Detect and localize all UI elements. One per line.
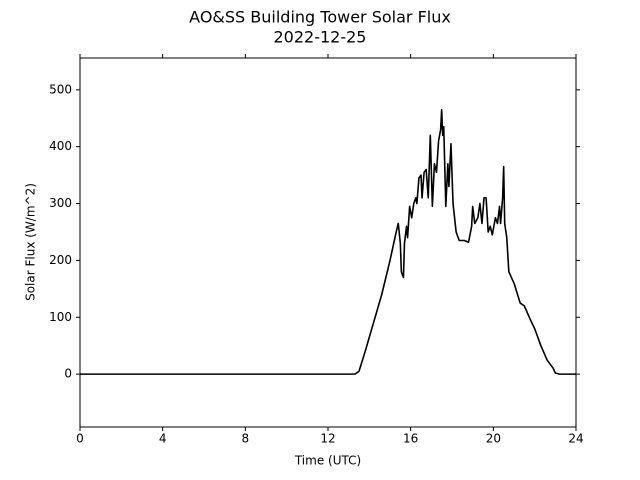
x-tick-label: 4 <box>159 432 167 446</box>
y-axis-label: Solar Flux (W/m^2) <box>24 183 38 301</box>
x-tick-label: 24 <box>568 432 583 446</box>
chart-title: AO&SS Building Tower Solar Flux <box>189 8 451 27</box>
y-tick-label: 100 <box>49 310 72 324</box>
x-tick-label: 0 <box>76 432 84 446</box>
y-tick-label: 400 <box>49 139 72 153</box>
plot-frame <box>79 57 577 428</box>
y-tick-label: 500 <box>49 82 72 96</box>
x-tick-label: 8 <box>242 432 250 446</box>
x-tick-label: 16 <box>403 432 418 446</box>
y-tick-label: 300 <box>49 196 72 210</box>
chart-subtitle: 2022-12-25 <box>274 28 367 47</box>
data-line <box>80 108 576 375</box>
x-tick-label: 20 <box>486 432 501 446</box>
x-axis-label: Time (UTC) <box>294 454 361 468</box>
x-tick-label: 12 <box>320 432 335 446</box>
y-tick-label: 0 <box>64 367 72 381</box>
y-tick-label: 200 <box>49 253 72 267</box>
